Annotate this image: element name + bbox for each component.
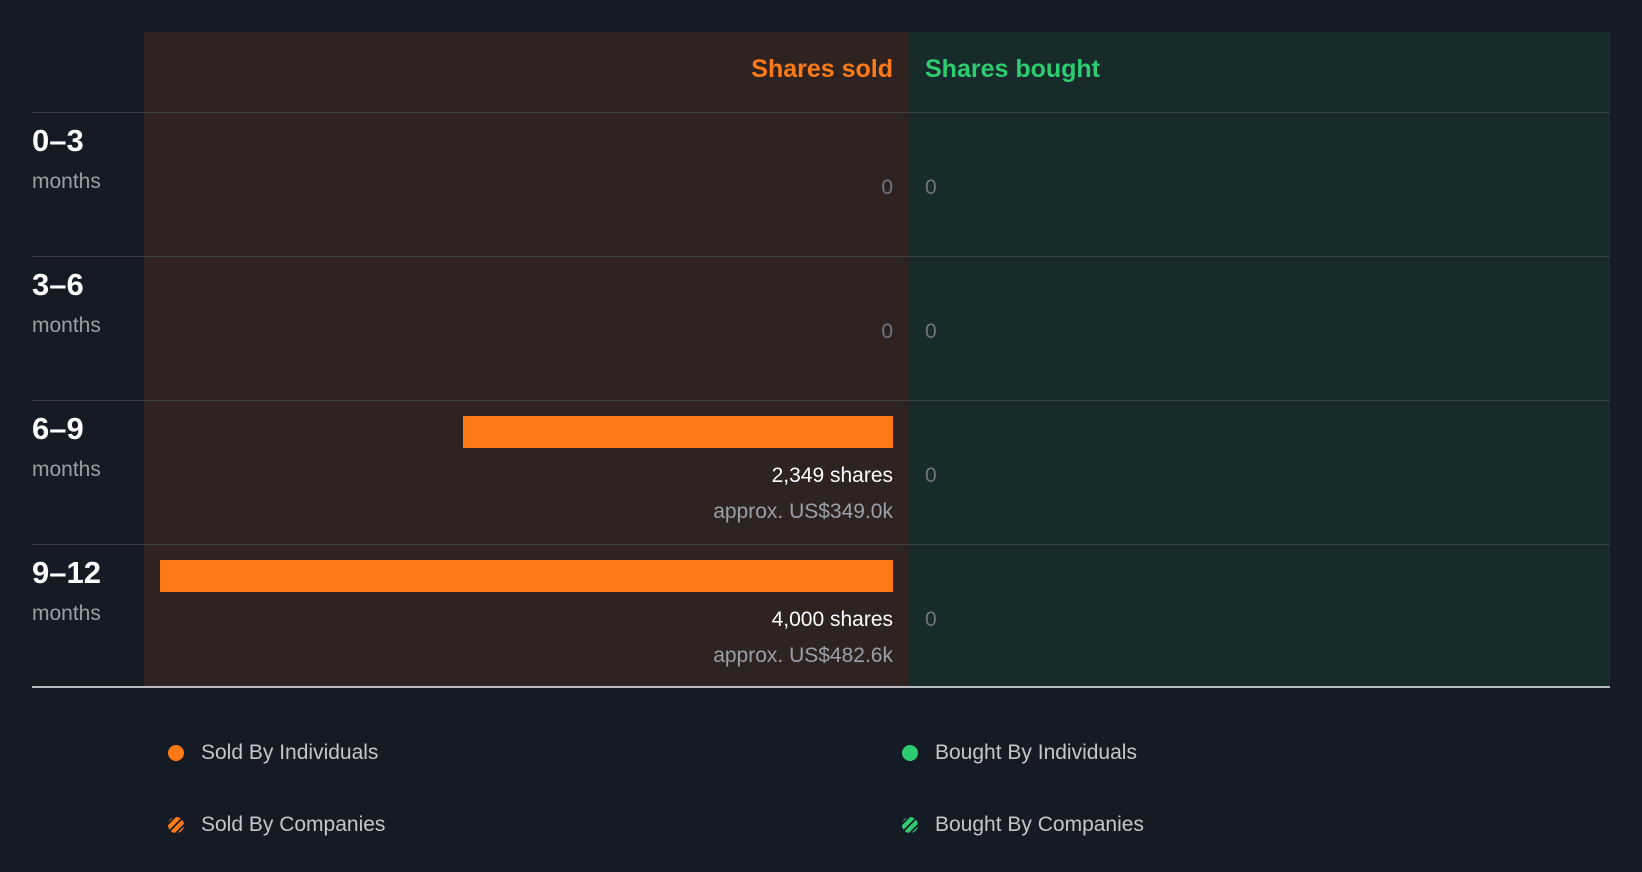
orange-striped-dot-icon (168, 817, 184, 833)
legend-label: Bought By Companies (935, 813, 1144, 836)
legend-sold-by-individuals: Sold By Individuals (168, 741, 378, 765)
period-unit: months (32, 602, 101, 625)
legend-label: Sold By Companies (201, 813, 386, 836)
shares-bought-panel (909, 32, 1610, 686)
period-unit: months (32, 458, 101, 481)
chart-baseline (32, 686, 1610, 688)
orange-dot-icon (168, 745, 184, 761)
legend-sold-by-companies: Sold By Companies (168, 813, 385, 837)
sold-bar-9-12 (160, 560, 893, 592)
sold-zero-label: 0 (881, 176, 893, 199)
shares-sold-header: Shares sold (751, 55, 893, 83)
period-range: 3–6 (32, 267, 84, 302)
row-divider (32, 544, 1610, 545)
sold-value-label: approx. US$482.6k (713, 644, 893, 667)
period-unit: months (32, 314, 101, 337)
period-range: 6–9 (32, 411, 84, 446)
sold-shares-label: 4,000 shares (771, 608, 893, 631)
sold-bar-6-9 (462, 416, 893, 448)
bought-zero-label: 0 (925, 176, 937, 199)
sold-zero-label: 0 (881, 320, 893, 343)
row-divider (32, 256, 1610, 257)
bought-zero-label: 0 (925, 608, 937, 631)
sold-value-label: approx. US$349.0k (713, 500, 893, 523)
period-label-3-6: 3–6 months (32, 267, 142, 339)
row-divider (32, 112, 1610, 113)
period-range: 0–3 (32, 123, 84, 158)
bought-zero-label: 0 (925, 464, 937, 487)
green-dot-icon (902, 745, 918, 761)
legend-bought-by-individuals: Bought By Individuals (902, 741, 1137, 765)
period-range: 9–12 (32, 555, 101, 590)
row-divider (32, 400, 1610, 401)
period-label-0-3: 0–3 months (32, 123, 142, 195)
legend-label: Sold By Individuals (201, 741, 379, 764)
period-label-6-9: 6–9 months (32, 411, 142, 483)
legend-label: Bought By Individuals (935, 741, 1137, 764)
legend-bought-by-companies: Bought By Companies (902, 813, 1144, 837)
period-label-9-12: 9–12 months (32, 555, 142, 627)
bought-zero-label: 0 (925, 320, 937, 343)
shares-bought-header: Shares bought (925, 55, 1101, 83)
sold-shares-label: 2,349 shares (771, 464, 893, 487)
period-unit: months (32, 170, 101, 193)
green-striped-dot-icon (902, 817, 918, 833)
